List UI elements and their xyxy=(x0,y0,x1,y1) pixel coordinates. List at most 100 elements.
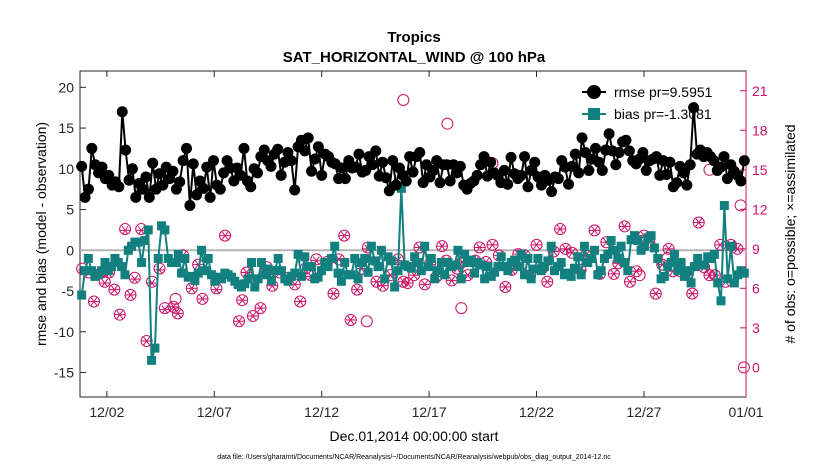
obs-assimilated-marker xyxy=(255,303,266,313)
bias-point xyxy=(77,290,87,300)
obs-assimilated-marker xyxy=(141,336,152,346)
bias-point xyxy=(573,252,583,262)
bias-point xyxy=(570,263,580,273)
rmse-point xyxy=(377,156,389,168)
asterisk-stroke xyxy=(110,285,118,294)
x-axis-label: Dec.01,2014 00:00:00 start xyxy=(330,428,499,444)
rmse-point xyxy=(251,167,263,179)
bias-point xyxy=(723,274,733,284)
bias-point xyxy=(613,253,623,263)
rmse-point xyxy=(245,181,257,193)
bias-point xyxy=(306,262,316,272)
obs-assimilated-marker xyxy=(168,302,179,312)
bias-point xyxy=(523,253,533,263)
rmse-point xyxy=(569,148,581,160)
rmse-point xyxy=(86,142,98,154)
asterisk-stroke xyxy=(90,297,98,306)
bias-point xyxy=(83,253,93,263)
bias-point xyxy=(659,271,669,281)
bias-point xyxy=(326,253,336,263)
asterisk-stroke xyxy=(562,244,569,254)
y-tick-label-left: 20 xyxy=(58,79,74,95)
asterisk-stroke xyxy=(501,282,509,292)
rmse-point xyxy=(309,153,321,165)
rmse-point xyxy=(353,148,365,160)
obs-possible-marker xyxy=(436,240,449,253)
obs-possible-marker xyxy=(588,224,601,237)
obs-assimilated-marker xyxy=(186,284,197,293)
rmse-point xyxy=(96,161,108,173)
rmse-point xyxy=(204,191,216,203)
bias-point xyxy=(263,264,273,274)
asterisk-stroke xyxy=(533,240,540,250)
rmse-point xyxy=(390,179,402,191)
obs-possible-marker xyxy=(338,229,351,242)
bias-point xyxy=(340,258,350,268)
rmse-point xyxy=(684,159,696,171)
bias-point xyxy=(516,249,526,259)
bias-point xyxy=(633,236,643,246)
rmse-point xyxy=(400,175,412,187)
bias-point xyxy=(80,266,90,276)
bias-point xyxy=(300,252,310,262)
bias-point xyxy=(273,253,283,263)
obs-possible-marker xyxy=(108,283,121,296)
rmse-point xyxy=(137,183,149,195)
obs-possible-marker xyxy=(158,302,171,315)
rmse-point xyxy=(306,165,318,177)
asterisk-stroke xyxy=(404,278,412,288)
y-tick-label-right: 21 xyxy=(752,83,768,99)
bias-point xyxy=(260,270,270,280)
rmse-point xyxy=(387,155,399,167)
rmse-point xyxy=(485,156,497,168)
legend-rmse-marker xyxy=(587,85,601,99)
bias-point xyxy=(440,270,450,280)
rmse-point xyxy=(201,161,213,173)
rmse-point xyxy=(140,171,152,183)
x-tick-label: 12/27 xyxy=(626,404,661,420)
asterisk-stroke xyxy=(101,278,109,288)
rmse-point xyxy=(147,157,159,169)
rmse-point xyxy=(174,176,186,188)
bias-point xyxy=(193,268,203,278)
bias-point xyxy=(376,245,386,255)
rmse-point xyxy=(718,151,730,163)
bias-point xyxy=(520,270,530,280)
obs-possible-marker xyxy=(236,294,249,307)
obs-possible-marker xyxy=(254,302,267,315)
bias-point xyxy=(256,258,266,268)
bias-point xyxy=(456,274,466,284)
bias-point xyxy=(316,266,326,276)
asterisk-stroke xyxy=(610,269,618,279)
legend-bias-marker xyxy=(588,108,600,120)
obs-assimilated-marker xyxy=(531,240,542,250)
rmse-point xyxy=(603,128,615,140)
obs-possible-marker xyxy=(397,93,410,106)
rmse-point xyxy=(265,160,277,172)
chart-subtitle: SAT_HORIZONTAL_WIND @ 100 hPa xyxy=(283,49,546,66)
bias-point xyxy=(413,258,423,268)
asterisk-stroke xyxy=(633,266,640,276)
obs-assimilated-marker xyxy=(650,289,661,298)
rmse-point xyxy=(177,155,189,167)
bias-point xyxy=(140,236,150,246)
rmse-series xyxy=(76,102,750,211)
asterisk-stroke xyxy=(734,244,741,254)
bias-point xyxy=(100,258,110,268)
rmse-point xyxy=(427,164,439,176)
obs-assimilated-marker xyxy=(474,243,485,252)
obs-assimilated-marker xyxy=(589,226,600,235)
bias-point xyxy=(450,260,460,270)
obs-assimilated-marker xyxy=(419,280,430,289)
bias-point xyxy=(526,274,536,284)
obs-assimilated-marker xyxy=(352,285,363,294)
bias-point xyxy=(699,260,709,270)
asterisk-stroke xyxy=(340,231,348,240)
obs-possible-marker xyxy=(737,361,750,374)
rmse-point xyxy=(191,189,203,201)
obs-possible-marker xyxy=(455,302,468,315)
obs-assimilated-marker xyxy=(99,278,110,288)
rmse-point xyxy=(721,173,733,185)
bias-point xyxy=(606,236,616,246)
